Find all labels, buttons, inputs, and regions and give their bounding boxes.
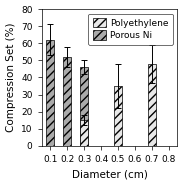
Bar [80, 67, 88, 146]
Bar [114, 86, 122, 146]
Bar [80, 120, 88, 146]
Bar [63, 57, 71, 146]
X-axis label: Diameter (cm): Diameter (cm) [72, 169, 147, 179]
Legend: Polyethylene, Porous Ni: Polyethylene, Porous Ni [88, 14, 173, 45]
Y-axis label: Compression Set (%): Compression Set (%) [5, 23, 16, 132]
Bar [148, 64, 156, 146]
Bar [46, 40, 54, 146]
